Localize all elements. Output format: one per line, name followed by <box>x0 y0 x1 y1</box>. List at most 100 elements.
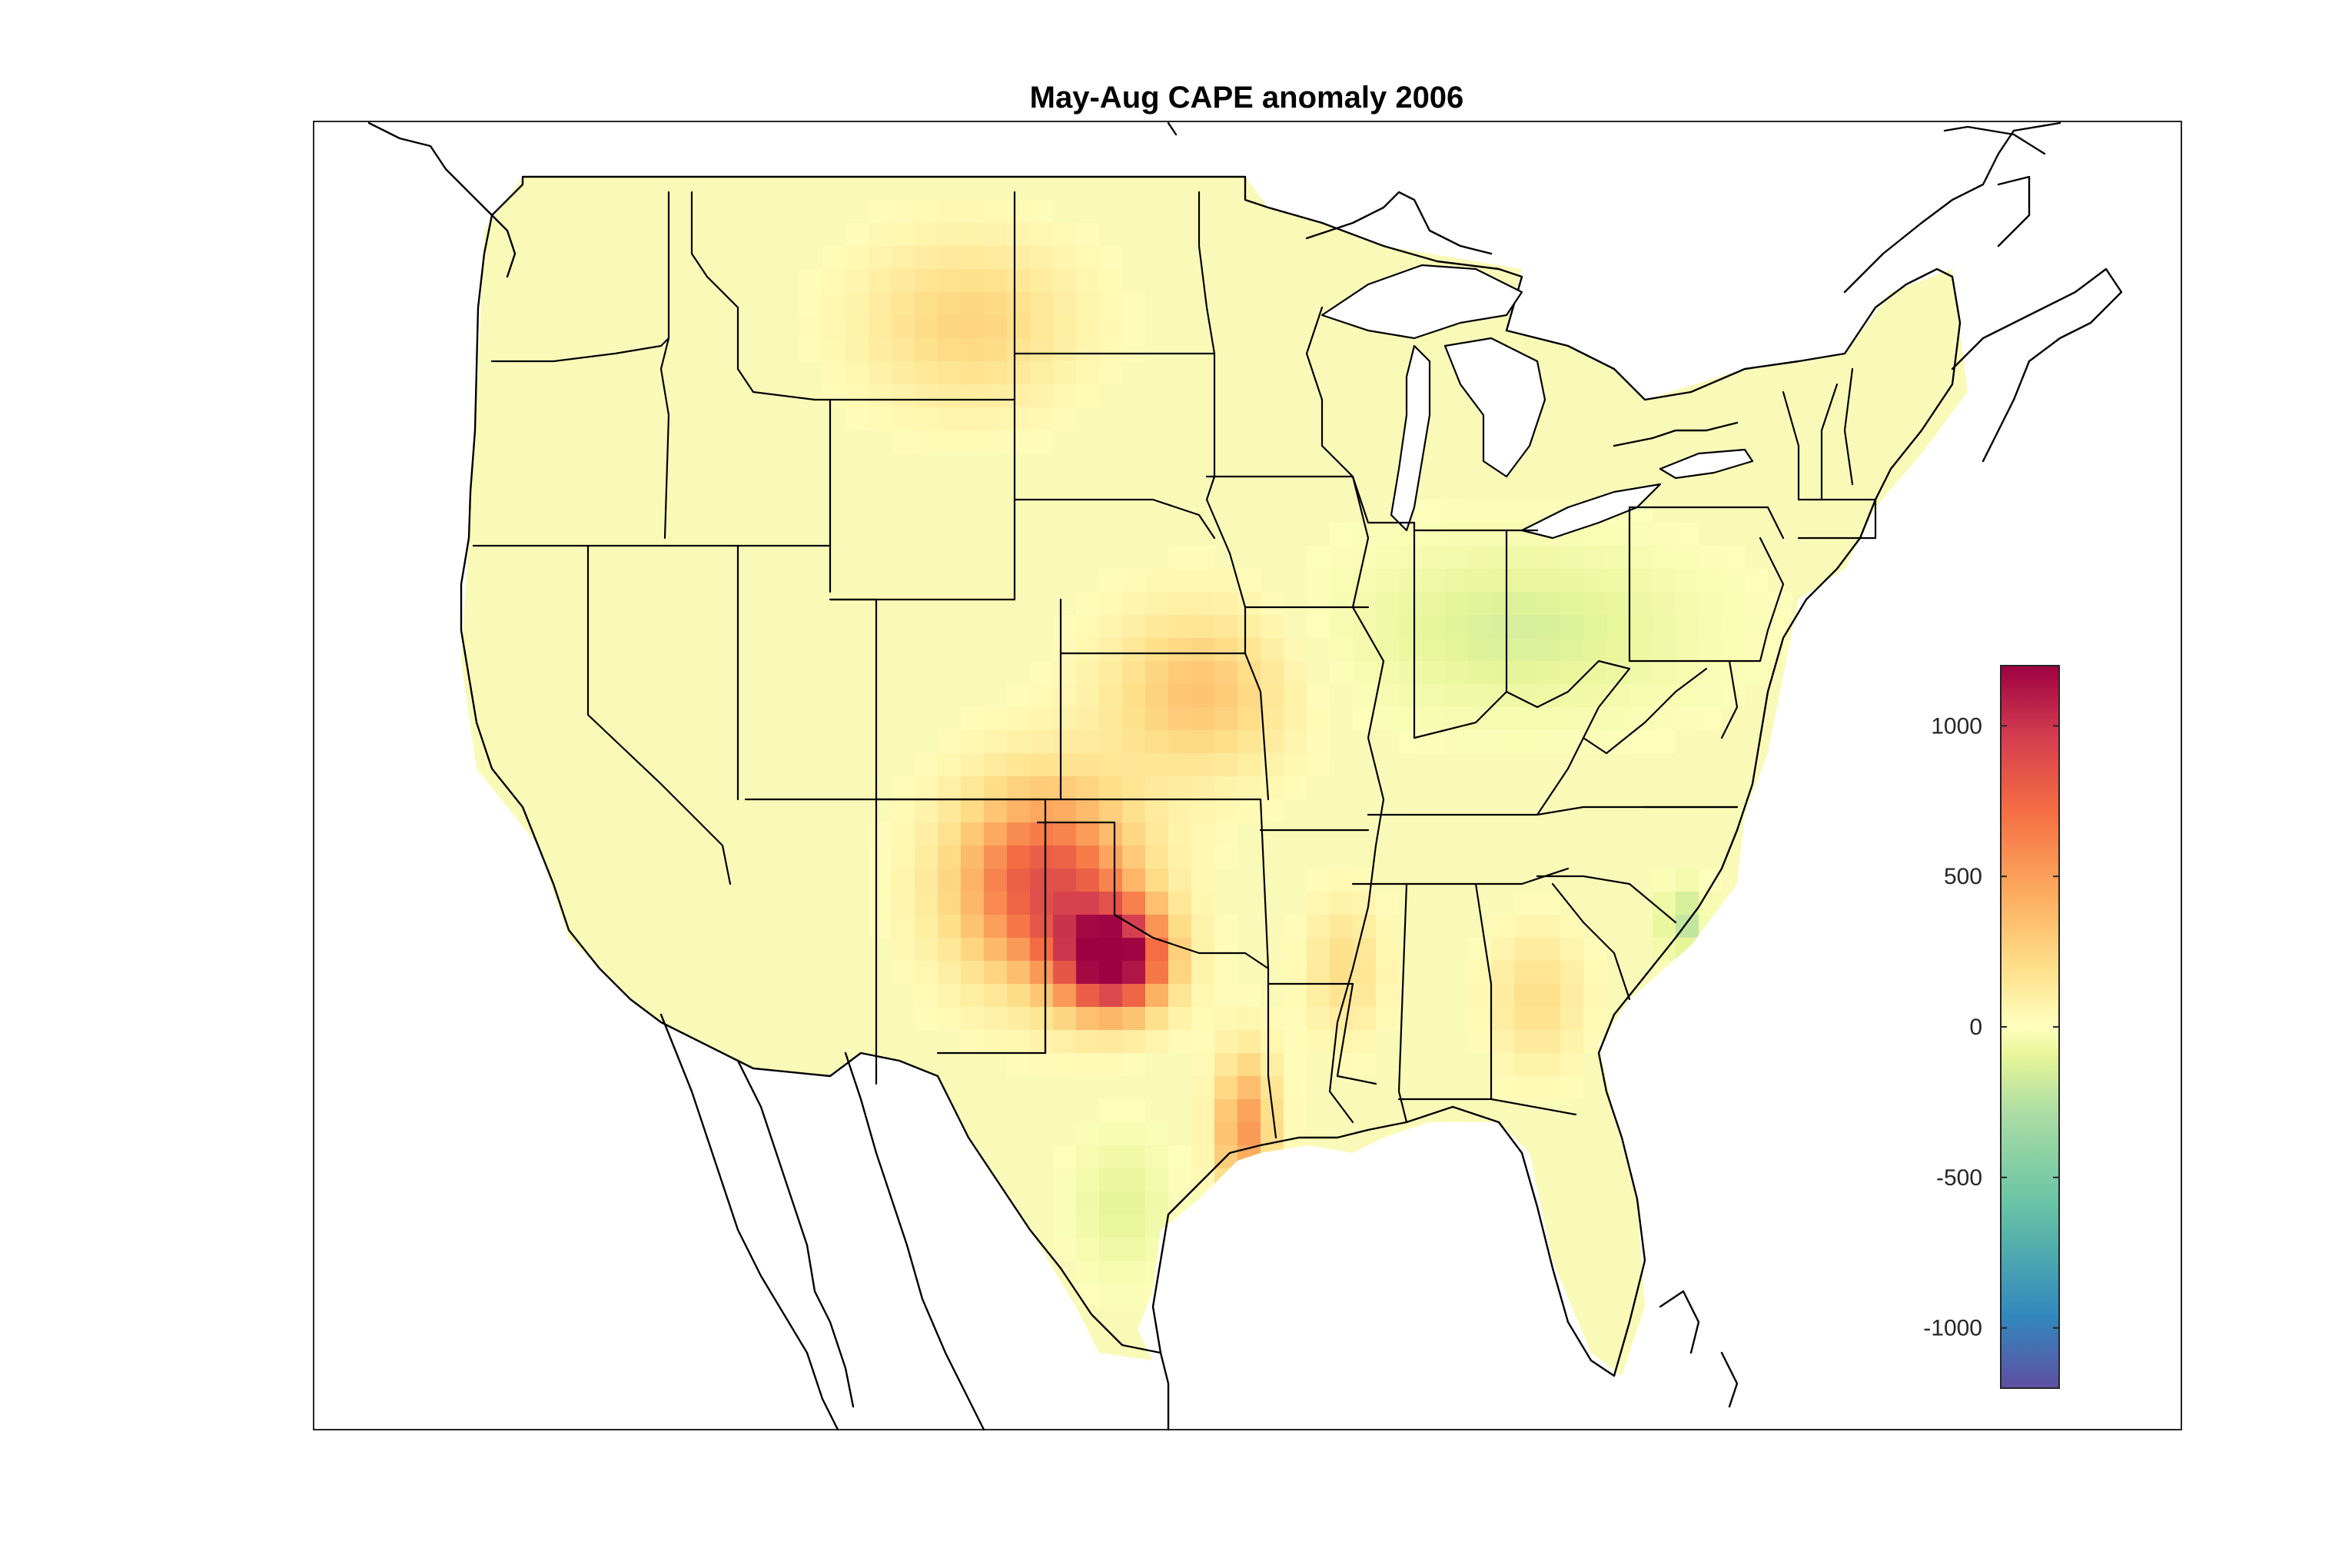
anomaly-cell <box>1468 961 1491 984</box>
anomaly-cell <box>1214 1237 1237 1261</box>
anomaly-cell <box>1376 892 1399 915</box>
anomaly-cell <box>1376 592 1399 615</box>
anomaly-cell <box>1214 799 1237 822</box>
anomaly-cell <box>984 707 1007 730</box>
anomaly-cell <box>984 1007 1007 1030</box>
anomaly-cell <box>1422 523 1445 546</box>
anomaly-cell <box>869 869 892 892</box>
anomaly-cell <box>1099 615 1122 638</box>
anomaly-cell <box>1099 569 1122 592</box>
anomaly-cell <box>1330 661 1353 684</box>
anomaly-cell <box>1168 638 1191 661</box>
border-ma-ct <box>1797 498 1877 540</box>
anomaly-cell <box>1007 1007 1030 1030</box>
anomaly-cell <box>1099 961 1122 984</box>
anomaly-cell <box>1261 1145 1284 1168</box>
anomaly-cell <box>1007 753 1030 776</box>
anomaly-cell <box>1514 1030 1537 1053</box>
coast-canada-north <box>1167 121 1178 136</box>
anomaly-cell <box>1491 938 1514 961</box>
anomaly-cell <box>1537 592 1560 615</box>
anomaly-cell <box>1261 638 1284 661</box>
anomaly-cell <box>984 430 1007 453</box>
anomaly-cell <box>938 361 961 384</box>
anomaly-cell <box>1261 1007 1284 1030</box>
anomaly-cell <box>984 776 1007 799</box>
border-la-ms <box>1336 982 1377 1085</box>
coast-baja-west <box>659 1013 839 1431</box>
anomaly-cell <box>1122 961 1145 984</box>
anomaly-cell <box>1261 1030 1284 1053</box>
anomaly-cell <box>1376 915 1399 938</box>
coast-baja-east <box>736 1059 855 1408</box>
anomaly-cell <box>1030 938 1053 961</box>
anomaly-cell <box>1699 707 1722 730</box>
anomaly-cell <box>938 1007 961 1030</box>
anomaly-cell <box>1261 753 1284 776</box>
anomaly-cell <box>1629 730 1653 753</box>
anomaly-cell <box>1560 592 1583 615</box>
coast-canada-great-lakes <box>1305 191 1493 255</box>
anomaly-cell <box>1076 315 1099 338</box>
anomaly-cell <box>1168 753 1191 776</box>
anomaly-cell <box>1030 822 1053 845</box>
border-ms-al <box>1397 882 1408 1124</box>
border-pa-ny <box>1628 506 1785 540</box>
anomaly-cell <box>1537 707 1560 730</box>
anomaly-cell <box>1145 822 1168 845</box>
border-ny-vt <box>1782 390 1800 501</box>
anomaly-cell <box>1653 869 1676 892</box>
anomaly-cell <box>961 869 984 892</box>
anomaly-cell <box>1191 892 1214 915</box>
anomaly-cell <box>1122 615 1145 638</box>
anomaly-cell <box>1030 915 1053 938</box>
anomaly-cell <box>1099 269 1122 292</box>
anomaly-cell <box>961 269 984 292</box>
anomaly-cell <box>1099 684 1122 707</box>
anomaly-cell <box>1053 1053 1076 1076</box>
anomaly-cell <box>1422 569 1445 592</box>
anomaly-cell <box>1145 799 1168 822</box>
anomaly-cell <box>1583 592 1606 615</box>
anomaly-cell <box>1076 984 1099 1007</box>
anomaly-cell <box>1514 546 1537 569</box>
anomaly-cell <box>1237 1030 1261 1053</box>
anomaly-cell <box>1076 361 1099 384</box>
anomaly-cell <box>869 246 892 269</box>
anomaly-cell <box>1353 1030 1376 1053</box>
anomaly-cell <box>1629 569 1653 592</box>
state-borders <box>472 191 1877 1139</box>
anomaly-cell <box>1261 707 1284 730</box>
anomaly-cell <box>1099 845 1122 869</box>
anomaly-cell <box>1191 984 1214 1007</box>
anomaly-cell <box>1261 776 1284 799</box>
anomaly-cell <box>1076 1122 1099 1145</box>
anomaly-cell <box>1168 1214 1191 1237</box>
anomaly-cell <box>1053 938 1076 961</box>
anomaly-cell <box>892 799 915 822</box>
anomaly-cell <box>1606 638 1629 661</box>
colorbar: 1000 500 0 -500 -1000 <box>1923 665 2060 1389</box>
anomaly-cell <box>1122 776 1145 799</box>
anomaly-cell <box>1422 546 1445 569</box>
anomaly-cell <box>1030 661 1053 684</box>
anomaly-cell <box>1237 984 1261 1007</box>
border-ga-fl <box>1397 1098 1577 1116</box>
anomaly-cell <box>1468 615 1491 638</box>
anomaly-cell <box>984 361 1007 384</box>
anomaly-cell <box>915 361 938 384</box>
anomaly-cell <box>1583 615 1606 638</box>
anomaly-cell <box>1053 1214 1076 1237</box>
anomaly-cell <box>1214 615 1237 638</box>
border-ia-mo-ne <box>1205 498 1270 801</box>
anomaly-cell <box>1053 845 1076 869</box>
anomaly-cell <box>915 1007 938 1030</box>
anomaly-cell <box>1399 638 1422 661</box>
anomaly-cell <box>984 315 1007 338</box>
colorbar-fill <box>2000 665 2060 1389</box>
anomaly-cell <box>1191 1099 1214 1122</box>
anomaly-cell <box>1284 1099 1307 1122</box>
axes-frame <box>313 121 2182 1430</box>
anomaly-cell <box>1307 615 1330 638</box>
anomaly-cell <box>1145 684 1168 707</box>
